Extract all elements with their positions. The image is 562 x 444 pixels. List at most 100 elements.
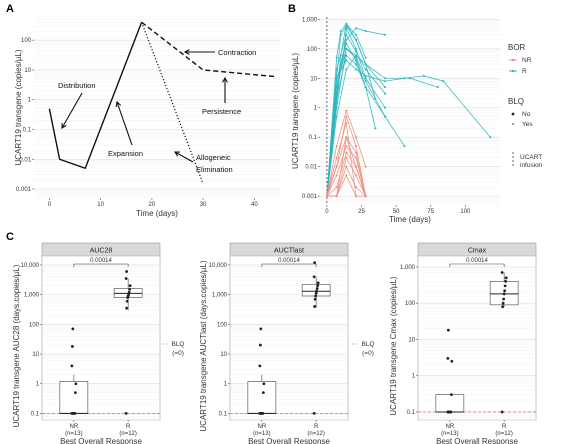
pvalue-bracket	[73, 263, 129, 267]
patient-line-r	[326, 33, 386, 197]
pk-curve-dotted	[141, 22, 204, 185]
patient-line-r	[326, 42, 376, 197]
pvalue-label: 0.00014	[466, 258, 488, 264]
blq-legend-label: BLQ	[361, 341, 374, 348]
arrow-expansion	[116, 101, 133, 146]
patient-point-r	[345, 33, 348, 36]
legend-label-nr: NR	[522, 57, 532, 64]
pvalue-label: 0.00014	[278, 258, 300, 264]
data-point-r	[312, 412, 316, 415]
legend-title-blq: BLQ	[508, 97, 524, 106]
patient-point-r	[384, 77, 387, 80]
x-axis-title: Best Overall Response	[60, 437, 142, 444]
patient-point-r	[355, 27, 357, 30]
y-tick-label: 1	[36, 382, 40, 388]
data-point-nr	[258, 364, 262, 368]
data-point-r	[125, 299, 129, 303]
pvalue-label: 0.00014	[90, 258, 112, 264]
patient-point-nr	[355, 195, 357, 198]
data-point-nr	[71, 327, 75, 331]
data-point-nr	[70, 364, 74, 368]
legend-key-yes	[512, 123, 514, 125]
y-tick-label: 1	[412, 374, 416, 380]
data-point-r	[316, 284, 320, 288]
data-point-r	[127, 293, 131, 297]
plot-area	[34, 17, 280, 198]
y-tick-label: 1,000	[302, 17, 318, 23]
y-tick-label: 1	[28, 98, 32, 104]
patient-point-r	[339, 30, 342, 33]
x-tick-label: 0	[325, 209, 329, 215]
patient-point-r	[335, 115, 338, 118]
x-axis-title: Time (days)	[389, 215, 431, 224]
patient-point-r	[355, 38, 357, 41]
y-tick-label: 0.1	[23, 127, 32, 133]
y-tick-label: 10	[220, 352, 227, 358]
data-point-r	[503, 284, 507, 288]
x-tick-label: 40	[251, 202, 258, 208]
data-point-r	[502, 297, 506, 301]
x-tick-n: (n=12)	[119, 431, 137, 437]
patient-point-r	[364, 80, 367, 83]
x-tick-label: R	[126, 424, 131, 430]
strip-label: AUC28	[90, 248, 113, 255]
data-point-nr	[258, 343, 262, 347]
y-tick-label: 10	[408, 337, 415, 343]
patient-point-r	[335, 68, 338, 71]
x-tick-label: NR	[70, 424, 79, 430]
data-point-r	[128, 288, 132, 291]
x-tick-label: 50	[393, 209, 400, 215]
y-tick-label: 0.001	[16, 187, 32, 193]
legend-label-infusion-1: UCART	[520, 154, 542, 161]
patient-point-r	[345, 59, 348, 62]
patient-point-r	[364, 63, 367, 66]
data-point-nr	[259, 327, 263, 331]
patient-point-nr	[355, 156, 357, 159]
annotation-expansion: Expansion	[108, 149, 143, 158]
data-point-nr	[449, 410, 453, 414]
data-point-r	[501, 301, 505, 305]
patient-point-r	[355, 47, 357, 50]
patient-point-r	[335, 56, 338, 59]
annotation-elimination: Elimination	[196, 165, 233, 174]
panel-letter-b: B	[288, 3, 296, 15]
pk-curve-solid	[48, 21, 143, 170]
patient-point-r	[384, 115, 387, 118]
patient-point-r	[403, 77, 406, 80]
y-tick-label: 1,000	[212, 293, 228, 299]
y-axis-title: UCART19 transgene AUC28 (days.copies/µL)	[12, 264, 21, 427]
data-point-nr	[446, 356, 450, 360]
patient-line-r	[326, 59, 491, 197]
x-axis-title: Time (days)	[136, 209, 178, 218]
y-tick-label: 10,000	[209, 263, 228, 269]
y-tick-label: 100	[29, 322, 40, 328]
data-point-r	[504, 276, 508, 280]
arrow-elimination	[174, 151, 194, 163]
x-tick-n: (n=13)	[253, 431, 271, 437]
arrow-persistence-head	[222, 76, 228, 83]
x-tick-n: (n=13)	[65, 431, 83, 437]
patient-point-r	[384, 106, 387, 109]
data-point-nr	[262, 382, 266, 386]
patient-point-nr	[345, 136, 348, 139]
y-tick-label: 1	[314, 106, 318, 112]
patient-point-r	[345, 68, 348, 71]
data-point-r	[128, 284, 132, 288]
y-tick-label: 0.1	[407, 410, 416, 416]
y-tick-label: 10	[310, 76, 317, 82]
x-tick-label: 20	[149, 202, 156, 208]
patient-point-nr	[345, 145, 348, 148]
patient-point-r	[364, 68, 367, 71]
patient-point-r	[374, 127, 377, 130]
patient-line-r	[326, 23, 367, 197]
data-point-r	[501, 305, 505, 309]
patient-point-nr	[355, 174, 357, 177]
patient-line-r	[326, 54, 386, 197]
pk-curve-dashed	[141, 21, 275, 78]
y-tick-label: 0.01	[19, 157, 31, 163]
data-point-r	[312, 275, 316, 279]
legend-key-nr-point	[511, 58, 515, 62]
blq-legend-sub: (=0)	[172, 350, 184, 357]
legend-label-r: R	[522, 68, 527, 75]
annotation-distribution: Distribution	[58, 81, 96, 90]
